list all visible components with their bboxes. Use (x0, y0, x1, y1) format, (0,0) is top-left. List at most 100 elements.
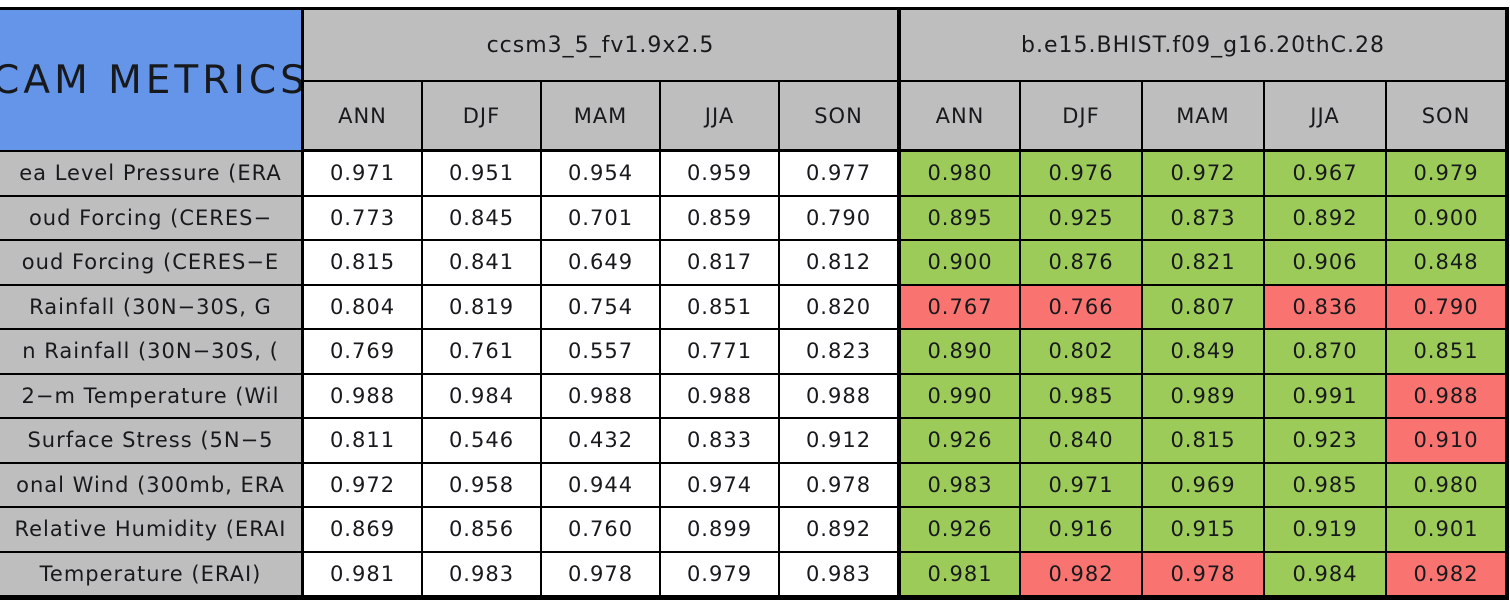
season-header-son-model1: SON (780, 82, 899, 152)
metric-cell: 0.851 (661, 285, 780, 330)
metric-cell-highlighted: 0.979 (1387, 152, 1509, 197)
metric-cell-highlighted: 0.980 (1387, 463, 1509, 508)
season-header-mam-model2: MAM (1143, 82, 1265, 152)
metric-cell: 0.815 (304, 241, 423, 286)
metric-cell-highlighted: 0.851 (1387, 330, 1509, 375)
metric-cell-highlighted: 0.900 (1387, 196, 1509, 241)
metric-cell: 0.988 (780, 374, 899, 419)
metric-cell: 0.869 (304, 508, 423, 553)
row-label: Relative Humidity (ERAI (0, 508, 304, 553)
metric-cell: 0.841 (423, 241, 542, 286)
metric-cell: 0.912 (780, 419, 899, 464)
metric-cell: 0.979 (661, 552, 780, 600)
metric-cell-highlighted: 0.982 (1387, 552, 1509, 600)
season-header-djf-model2: DJF (1021, 82, 1143, 152)
metric-cell-highlighted: 0.916 (1021, 508, 1143, 553)
metric-cell-highlighted: 0.910 (1387, 419, 1509, 464)
metric-cell: 0.820 (780, 285, 899, 330)
metric-cell: 0.833 (661, 419, 780, 464)
metric-cell: 0.557 (542, 330, 661, 375)
metric-cell-highlighted: 0.890 (899, 330, 1021, 375)
metric-cell-highlighted: 0.985 (1265, 463, 1387, 508)
metric-cell-highlighted: 0.840 (1021, 419, 1143, 464)
row-label: oud Forcing (CERES− (0, 196, 304, 241)
metric-cell-highlighted: 0.984 (1265, 552, 1387, 600)
row-label: Surface Stress (5N−5 (0, 419, 304, 464)
metric-cell: 0.971 (304, 152, 423, 197)
season-header-mam-model1: MAM (542, 82, 661, 152)
metric-cell-highlighted: 0.815 (1143, 419, 1265, 464)
metric-cell-highlighted: 0.985 (1021, 374, 1143, 419)
metric-cell: 0.974 (661, 463, 780, 508)
metric-cell: 0.977 (780, 152, 899, 197)
metric-cell: 0.972 (304, 463, 423, 508)
metric-cell: 0.649 (542, 241, 661, 286)
metric-cell: 0.701 (542, 196, 661, 241)
metric-cell: 0.978 (780, 463, 899, 508)
metric-cell: 0.546 (423, 419, 542, 464)
metric-cell-highlighted: 0.980 (899, 152, 1021, 197)
metric-cell-highlighted: 0.983 (899, 463, 1021, 508)
metric-cell-highlighted: 0.836 (1265, 285, 1387, 330)
row-label: onal Wind (300mb, ERA (0, 463, 304, 508)
metric-cell-highlighted: 0.895 (899, 196, 1021, 241)
row-label: ea Level Pressure (ERA (0, 152, 304, 197)
metric-cell: 0.981 (304, 552, 423, 600)
metric-cell: 0.790 (780, 196, 899, 241)
metric-cell: 0.958 (423, 463, 542, 508)
metric-cell-highlighted: 0.923 (1265, 419, 1387, 464)
model-2-header: b.e15.BHIST.f09_g16.20thC.28 (899, 10, 1509, 82)
metric-cell-highlighted: 0.925 (1021, 196, 1143, 241)
metric-cell-highlighted: 0.926 (899, 508, 1021, 553)
metric-cell: 0.944 (542, 463, 661, 508)
metric-cell-highlighted: 0.991 (1265, 374, 1387, 419)
table-corner-title: CAM METRICS (0, 10, 304, 152)
metric-cell-highlighted: 0.988 (1387, 374, 1509, 419)
row-label: 2−m Temperature (Wil (0, 374, 304, 419)
metric-cell: 0.754 (542, 285, 661, 330)
metric-cell-highlighted: 0.919 (1265, 508, 1387, 553)
metric-cell: 0.988 (542, 374, 661, 419)
metric-cell: 0.951 (423, 152, 542, 197)
season-header-jja-model2: JJA (1265, 82, 1387, 152)
metric-cell-highlighted: 0.976 (1021, 152, 1143, 197)
season-header-son-model2: SON (1387, 82, 1509, 152)
metric-cell-highlighted: 0.876 (1021, 241, 1143, 286)
metric-cell-highlighted: 0.807 (1143, 285, 1265, 330)
metric-cell: 0.773 (304, 196, 423, 241)
metric-cell-highlighted: 0.870 (1265, 330, 1387, 375)
metric-cell: 0.819 (423, 285, 542, 330)
metric-cell-highlighted: 0.790 (1387, 285, 1509, 330)
metric-cell-highlighted: 0.873 (1143, 196, 1265, 241)
metric-cell: 0.771 (661, 330, 780, 375)
metric-cell: 0.984 (423, 374, 542, 419)
metric-cell-highlighted: 0.982 (1021, 552, 1143, 600)
metric-cell: 0.892 (780, 508, 899, 553)
metric-cell: 0.954 (542, 152, 661, 197)
metric-cell-highlighted: 0.972 (1143, 152, 1265, 197)
metric-cell: 0.856 (423, 508, 542, 553)
metric-cell-highlighted: 0.990 (899, 374, 1021, 419)
metric-cell-highlighted: 0.901 (1387, 508, 1509, 553)
metric-cell: 0.983 (780, 552, 899, 600)
metric-cell: 0.845 (423, 196, 542, 241)
metric-cell: 0.988 (661, 374, 780, 419)
metric-cell-highlighted: 0.967 (1265, 152, 1387, 197)
metric-cell-highlighted: 0.926 (899, 419, 1021, 464)
metric-cell: 0.959 (661, 152, 780, 197)
metric-cell-highlighted: 0.892 (1265, 196, 1387, 241)
metric-cell-highlighted: 0.848 (1387, 241, 1509, 286)
row-label: oud Forcing (CERES−E (0, 241, 304, 286)
season-header-jja-model1: JJA (661, 82, 780, 152)
metric-cell: 0.432 (542, 419, 661, 464)
metric-cell: 0.804 (304, 285, 423, 330)
metric-cell: 0.817 (661, 241, 780, 286)
metric-cell-highlighted: 0.821 (1143, 241, 1265, 286)
metric-cell: 0.823 (780, 330, 899, 375)
metric-cell: 0.978 (542, 552, 661, 600)
season-header-ann-model2: ANN (899, 82, 1021, 152)
metric-cell-highlighted: 0.971 (1021, 463, 1143, 508)
season-header-djf-model1: DJF (423, 82, 542, 152)
metric-cell-highlighted: 0.969 (1143, 463, 1265, 508)
metric-cell-highlighted: 0.802 (1021, 330, 1143, 375)
